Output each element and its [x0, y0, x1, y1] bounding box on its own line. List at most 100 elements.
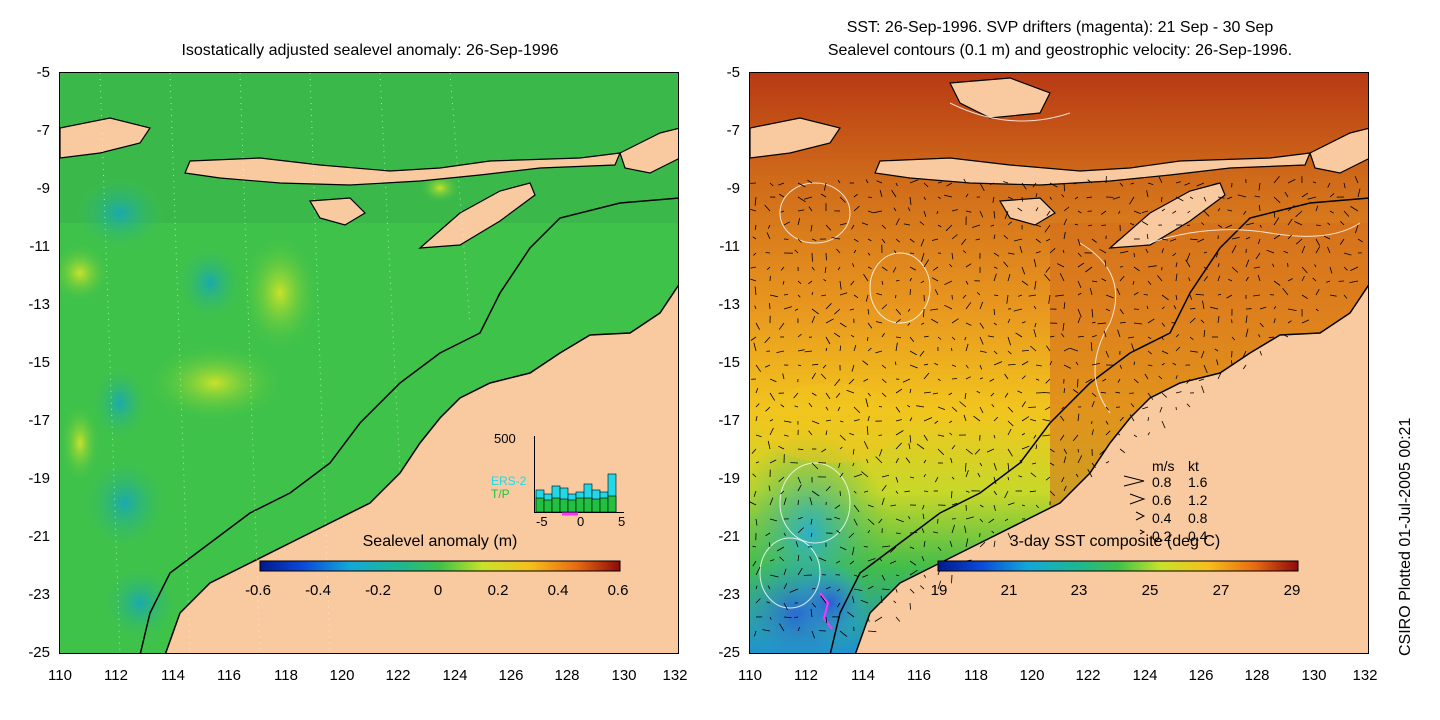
velocity-vector [1046, 345, 1051, 352]
velocity-vector [920, 585, 925, 590]
velocity-vector [989, 378, 995, 382]
velocity-vector [853, 574, 858, 577]
velocity-vector [949, 540, 953, 548]
velocity-vector [879, 448, 883, 457]
velocity-vector [769, 574, 779, 578]
velocity-vector [1049, 335, 1055, 338]
velocity-vector [867, 266, 872, 270]
velocity-legend-kt: 1.2 [1188, 492, 1208, 508]
velocity-vector [965, 448, 973, 455]
velocity-vector [1226, 196, 1233, 200]
velocity-vector [979, 336, 984, 345]
velocity-vector [1021, 196, 1023, 202]
velocity-vector [977, 472, 981, 478]
velocity-vector [1273, 217, 1280, 226]
velocity-vector [1147, 432, 1151, 436]
velocity-vector [839, 223, 847, 226]
velocity-vector [1007, 318, 1011, 324]
velocity-vector [895, 442, 902, 450]
velocity-vector [797, 182, 806, 188]
velocity-vector [1349, 280, 1359, 283]
velocity-vector [921, 252, 925, 262]
velocity-vector [961, 238, 967, 246]
velocity-vector [769, 559, 775, 562]
histogram-x-mid: 0 [577, 514, 585, 529]
colorbar-tick: -0.4 [305, 582, 331, 599]
velocity-vector [1295, 210, 1303, 218]
velocity-vector [876, 180, 883, 184]
velocity-vector [865, 294, 869, 302]
velocity-vector [779, 623, 785, 632]
velocity-vector [1105, 350, 1109, 358]
velocity-vector [863, 546, 869, 548]
velocity-vector [1169, 238, 1177, 242]
velocity-vector [965, 280, 969, 285]
velocity-vector [865, 179, 869, 184]
velocity-vector [979, 541, 986, 548]
velocity-vector [895, 616, 901, 622]
velocity-vector [853, 205, 860, 212]
velocity-vector [1315, 308, 1319, 312]
velocity-vector [1077, 238, 1081, 247]
velocity-vector [1119, 416, 1124, 422]
velocity-vector [937, 448, 945, 456]
velocity-vector [839, 196, 846, 203]
velocity-vector [1021, 361, 1029, 366]
velocity-vector [965, 263, 972, 268]
velocity-vector [979, 406, 984, 414]
velocity-vector [1161, 336, 1164, 341]
velocity-vector [1021, 350, 1029, 352]
velocity-vector [1063, 485, 1067, 492]
velocity-vector [976, 292, 981, 296]
velocity-vector [1147, 350, 1152, 355]
velocity-vector [818, 557, 827, 562]
velocity-vector [1161, 238, 1168, 241]
velocity-vector [1217, 293, 1222, 296]
velocity-vector [811, 238, 817, 241]
velocity-vector [766, 601, 771, 604]
velocity-vector [879, 189, 883, 198]
velocity-vector [1158, 176, 1163, 184]
velocity-vector [1077, 448, 1079, 453]
velocity-vector [923, 459, 927, 464]
velocity-vector [965, 210, 972, 213]
velocity-vector [1175, 196, 1184, 202]
velocity-vector [867, 308, 870, 315]
velocity-vector [1072, 434, 1079, 442]
velocity-vector [895, 336, 902, 338]
velocity-vector [752, 545, 757, 548]
velocity-vector [895, 388, 903, 394]
velocity-vector [1142, 406, 1149, 410]
velocity-vector [1133, 292, 1139, 296]
velocity-vector [1086, 196, 1093, 199]
velocity-vector [1147, 182, 1154, 185]
velocity-vector [1355, 224, 1359, 234]
velocity-vector [1077, 292, 1082, 296]
velocity-vector [762, 629, 771, 632]
velocity-vector [1099, 448, 1107, 455]
velocity-vector [1117, 329, 1121, 338]
velocity-vector [1049, 248, 1056, 254]
colorbar-tick: 0.6 [607, 582, 629, 599]
velocity-vector [1119, 182, 1124, 187]
velocity-vector [852, 596, 855, 604]
velocity-vector [767, 440, 771, 450]
velocity-vector [1007, 252, 1015, 255]
velocity-vector [1245, 328, 1249, 338]
velocity-vector [1035, 238, 1041, 244]
velocity-vector [909, 560, 917, 566]
velocity-vector [793, 392, 799, 399]
velocity-vector [755, 566, 761, 576]
velocity-vector [839, 322, 847, 328]
velocity-vector [825, 318, 834, 324]
velocity-vector [1343, 210, 1350, 217]
velocity-vector [1315, 224, 1321, 226]
velocity-vector [1231, 360, 1233, 366]
y-tick: -25 [718, 644, 740, 661]
velocity-vector [979, 210, 984, 218]
velocity-vector [867, 322, 873, 329]
velocity-vector [881, 392, 887, 397]
velocity-vector [881, 304, 888, 310]
velocity-vector [1301, 245, 1306, 254]
velocity-vector [1091, 308, 1094, 318]
